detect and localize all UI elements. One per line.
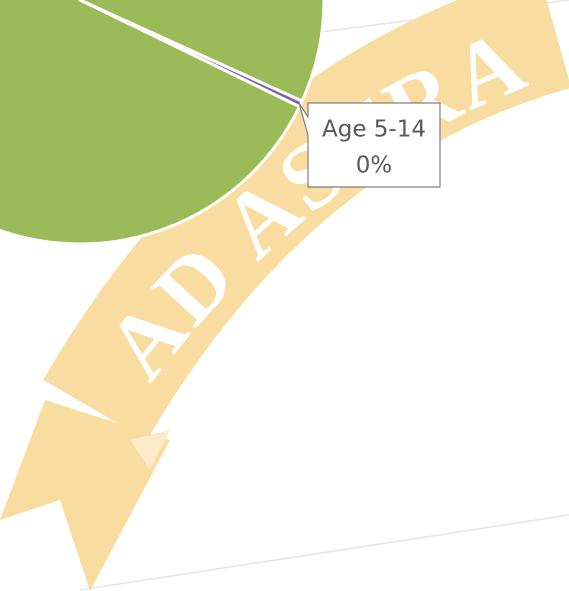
pie-slice [78,0,326,104]
pie [0,0,326,246]
ribbon-band [43,0,569,441]
data-labels: Age 5-14 0% [298,102,441,188]
category-label: Age 5-14 [322,117,426,143]
frame-line [79,514,569,591]
pie-slice [0,0,302,246]
ribbon-tail [0,400,170,591]
ribbon-fold [130,430,170,470]
value-label: 0% [356,153,393,179]
callout-box [298,102,441,188]
